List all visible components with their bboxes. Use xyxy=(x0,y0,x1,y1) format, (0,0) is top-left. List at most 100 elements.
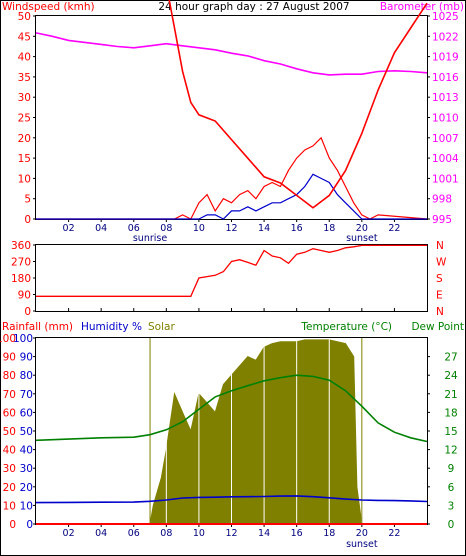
panel1-title: 24 hour graph day : 27 August 2007 xyxy=(158,1,349,13)
panel1-right-tick-label: 1004 xyxy=(432,153,459,165)
panel3-humidity-tick-label: 20 xyxy=(20,482,33,494)
panel1-right-axis-label: Barometer (mb) xyxy=(380,1,464,13)
panel1-right-tick-label: 1016 xyxy=(432,72,459,84)
panel3-rain-tick-label: 50 xyxy=(3,426,16,438)
panel3-rain-tick-label: 30 xyxy=(3,463,16,475)
panel3-right-tick-label: 9 xyxy=(448,463,455,475)
wind-gust-line xyxy=(36,136,428,220)
panel1-sunrise-label: sunrise xyxy=(133,233,167,244)
panel3-x-tick-label: 02 xyxy=(63,528,75,539)
panel2-compass-label: W xyxy=(436,257,447,269)
panel3-x-tick-label: 18 xyxy=(323,528,335,539)
panel1-right-tick-label: 1022 xyxy=(432,31,459,43)
legend-dewpoint: Dew Point xyxy=(411,321,464,333)
panel1-right-tick-label: 1001 xyxy=(432,173,459,185)
panel2-compass-label: S xyxy=(436,273,443,285)
panel3-right-tick-label: 12 xyxy=(444,445,457,457)
panel3-right-tick-label: 27 xyxy=(444,352,457,364)
panel3-right-tick-label: 24 xyxy=(444,370,458,382)
panel1-left-tick-label: 10 xyxy=(18,173,31,185)
panel1-series xyxy=(35,32,428,220)
panel1-right-ticks: 995 998 1001 1004 1007 1010 1013 1016 1019 1022 10… xyxy=(432,11,459,226)
legend-rainfall: Rainfall (mm) xyxy=(2,321,73,333)
panel3-humidity-tick-label: 10 xyxy=(20,500,33,512)
barometer-line xyxy=(35,32,428,76)
panel2-grid xyxy=(33,244,395,312)
panel1-right-tick-label: 1013 xyxy=(432,92,459,104)
panel2-left-ticks: 0 90 180 270 360 xyxy=(11,240,31,318)
panel1-plot-area xyxy=(35,15,428,220)
panel3-humidity-tick-label: 90 xyxy=(20,352,33,364)
panel1-right-tick-label: 1007 xyxy=(432,133,459,145)
panel3-x-tick-label: 22 xyxy=(388,528,400,539)
legend-temperature: Temperature (°C) xyxy=(300,321,392,333)
panel1-x-tick-label: 18 xyxy=(323,223,335,234)
panel1-x-tick-label: 08 xyxy=(160,223,172,234)
panel3-grid xyxy=(33,337,430,527)
panel2-series xyxy=(36,244,427,297)
panel1-x-tick-label: 12 xyxy=(225,223,237,234)
panel1-x-tick-label: 16 xyxy=(291,223,303,234)
panel1-grid xyxy=(33,15,430,222)
panel1-x-tick-label: 14 xyxy=(258,223,270,234)
panel2-compass-label: N xyxy=(436,306,444,318)
panel1-right-tick-label: 1025 xyxy=(432,11,459,23)
panel3-rain-tick-label: 80 xyxy=(3,370,16,382)
panel3-humidity-tick-label: 0 xyxy=(26,519,33,531)
panel1-left-tick-label: 0 xyxy=(24,214,31,226)
panel1-right-tick-label: 1019 xyxy=(432,52,459,64)
panel3-rain-tick-label: 10 xyxy=(3,500,16,512)
legend-humidity: Humidity % xyxy=(81,321,142,333)
panel3-right-tick-label: 15 xyxy=(444,426,457,438)
panel3-rain-tick-label: 20 xyxy=(3,482,16,494)
panel3-rain-tick-label: 90 xyxy=(3,352,16,364)
panel2-plot-area xyxy=(35,244,428,312)
panel2-left-tick-label: 90 xyxy=(18,290,31,302)
panel3-x-tick-label: 14 xyxy=(258,528,270,539)
panel3-x-tick-label: 06 xyxy=(128,528,140,539)
panel1-left-tick-label: 30 xyxy=(18,92,31,104)
panel3-humidity-tick-label: 100 xyxy=(13,333,33,345)
panel3-rain-tick-label: 70 xyxy=(3,389,16,401)
dewpoint-line xyxy=(35,374,428,443)
panel3-humidity-tick-label: 70 xyxy=(20,389,33,401)
panel3-x-tick-label: 20 xyxy=(356,528,368,539)
panel3-x-ticks: 02 04 06 08 10 12 14 16 18 20 22 xyxy=(63,528,401,539)
panel1-x-tick-label: 22 xyxy=(388,223,400,234)
panel1-left-tick-label: 20 xyxy=(18,133,31,145)
panel3-humidity-tick-label: 80 xyxy=(20,370,33,382)
wind-direction-line xyxy=(36,244,427,297)
panel-wind-barometer: Windspeed (kmh) 24 hour graph day : 27 A… xyxy=(2,1,464,244)
panel3-x-tick-label: 10 xyxy=(193,528,205,539)
wind-average-line xyxy=(36,173,427,220)
panel3-x-tick-label: 04 xyxy=(95,528,107,539)
panel1-x-tick-label: 04 xyxy=(95,223,107,234)
panel1-left-tick-label: 45 xyxy=(18,31,31,43)
panel1-x-tick-label: 20 xyxy=(356,223,368,234)
panel1-left-axis-label: Windspeed (kmh) xyxy=(2,1,95,13)
panel3-series xyxy=(35,0,428,525)
panel3-right-tick-label: 3 xyxy=(448,500,455,512)
panel2-compass-label: N xyxy=(436,240,444,252)
panel1-x-tick-label: 02 xyxy=(63,223,75,234)
panel3-x-tick-label: 12 xyxy=(225,528,237,539)
temperature-line xyxy=(168,0,428,209)
panel1-x-tick-label: 06 xyxy=(128,223,140,234)
panel1-left-ticks: 0 5 10 15 20 25 30 35 40 45 50 xyxy=(18,11,31,226)
legend-solar: Solar xyxy=(148,321,175,333)
panel1-right-tick-label: 995 xyxy=(432,214,452,226)
panel3-rain-tick-label: 100 xyxy=(0,333,16,345)
panel2-left-tick-label: 360 xyxy=(11,240,31,252)
panel3-humidity-tick-label: 40 xyxy=(20,445,33,457)
panel3-rain-tick-label: 60 xyxy=(3,407,16,419)
panel2-compass-label: E xyxy=(436,290,443,302)
panel3-humidity-tick-label: 60 xyxy=(20,407,33,419)
panel3-right-tick-label: 0 xyxy=(448,519,455,531)
panel3-right-ticks: 0 3 6 9 12 15 18 21 24 27 xyxy=(444,352,458,531)
panel1-left-tick-label: 15 xyxy=(18,153,31,165)
panel1-left-tick-label: 50 xyxy=(18,11,31,23)
panel2-left-tick-label: 180 xyxy=(11,273,31,285)
panel1-right-tick-label: 1010 xyxy=(432,113,459,125)
